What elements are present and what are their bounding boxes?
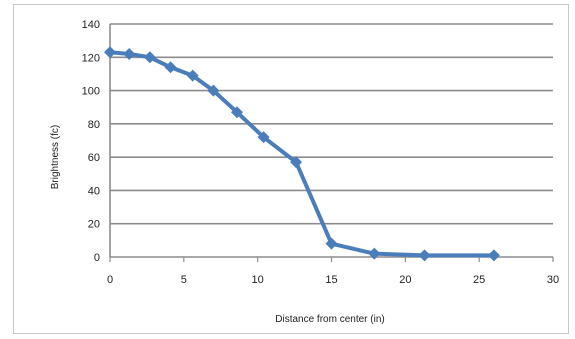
data-point-marker [104, 46, 116, 59]
data-point-marker [230, 106, 243, 119]
data-point-marker [123, 47, 136, 60]
axes [109, 24, 554, 262]
data-point-marker [290, 156, 303, 169]
data-point-marker [487, 249, 500, 262]
data-point-marker [418, 249, 431, 262]
x-tick-label: 15 [325, 274, 337, 286]
x-tick-label: 20 [399, 274, 411, 286]
series-line [108, 50, 496, 258]
y-tick-label: 60 [88, 152, 100, 164]
data-point-marker [207, 84, 220, 97]
data-point-marker [325, 237, 338, 250]
x-tick-label: 10 [252, 274, 264, 286]
x-tick-label: 25 [473, 274, 485, 286]
series-brightness [104, 46, 500, 262]
y-tick-label: 40 [88, 185, 100, 197]
data-point-marker [164, 61, 177, 74]
tick-labels: 0 20 40 60 80 100 120 140 0 5 10 15 20 25 30 [82, 19, 559, 286]
y-tick-label: 20 [88, 219, 100, 231]
data-point-marker [368, 247, 381, 260]
data-point-marker [257, 131, 270, 144]
data-point-marker [143, 51, 156, 64]
x-tick-label: 0 [107, 274, 113, 286]
y-tick-label: 80 [88, 119, 100, 131]
y-tick-label: 0 [94, 252, 100, 264]
y-tick-label: 100 [82, 86, 100, 98]
data-point-marker [186, 69, 199, 82]
x-axis-title: Distance from center (in) [275, 314, 384, 325]
x-tick-label: 30 [547, 274, 559, 286]
chart-frame [13, 4, 569, 334]
x-tick-label: 5 [181, 274, 187, 286]
y-axis-title: Brightness (fc) [50, 125, 61, 189]
y-tick-label: 120 [82, 52, 100, 64]
y-tick-label: 140 [82, 19, 100, 31]
grid-lines [110, 23, 553, 258]
